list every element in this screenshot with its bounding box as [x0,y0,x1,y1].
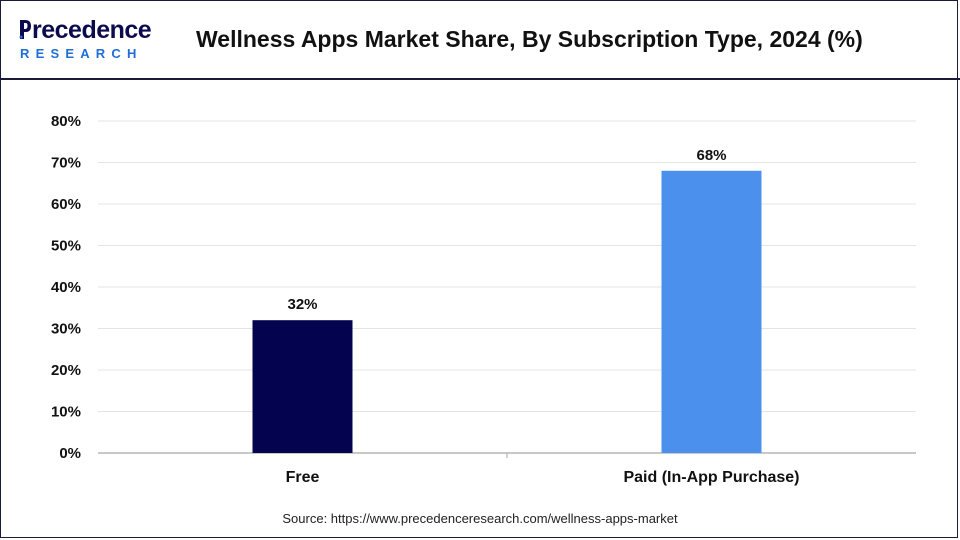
chart-title: Wellness Apps Market Share, By Subscript… [196,26,863,52]
brand-logo: recedence RESEARCH [18,16,158,64]
source-note: Source: https://www.precedenceresearch.c… [282,511,678,526]
bar [252,320,353,453]
data-label: 68% [696,147,726,164]
data-label: 32% [287,296,317,313]
y-tick-label: 80% [51,113,81,130]
header: recedence RESEARCH Wellness Apps Market … [0,0,960,80]
y-tick-label: 0% [59,445,81,462]
y-tick-label: 10% [51,404,81,421]
y-tick-label: 60% [51,196,81,213]
brand-subtitle: RESEARCH [20,46,143,61]
y-tick-label: 70% [51,155,81,172]
y-tick-label: 40% [51,279,81,296]
x-tick-label: Paid (In-App Purchase) [623,469,799,486]
logo-p-icon [19,20,31,39]
y-tick-label: 20% [51,362,81,379]
brand-name: recedence [32,16,152,44]
x-tick-label: Free [286,469,320,486]
y-tick-label: 30% [51,321,81,338]
y-tick-label: 50% [51,238,81,255]
bar-chart: 0% 10% 20% 30% 40% 50% 60% 70% 80% 32% Free 68% Paid… [51,113,916,486]
bar [661,170,762,454]
